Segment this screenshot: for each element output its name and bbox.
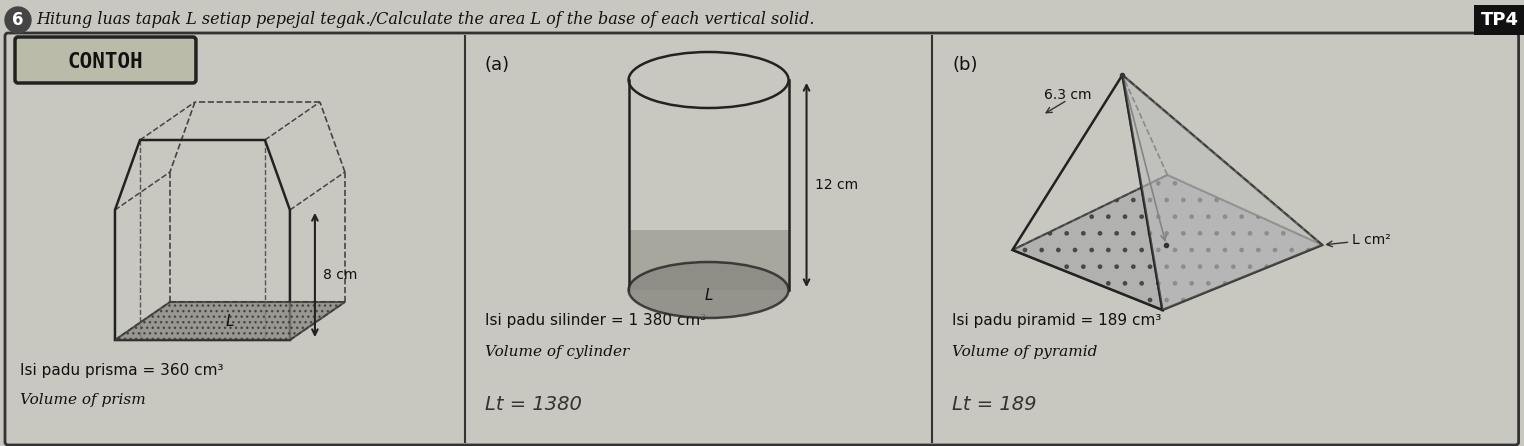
Text: TP4: TP4 [1481,11,1518,29]
Text: Lt = 189: Lt = 189 [952,396,1036,414]
Text: Isi padu piramid = 189 cm³: Isi padu piramid = 189 cm³ [952,313,1161,327]
Text: Volume of pyramid: Volume of pyramid [952,345,1097,359]
Text: Lt = 1380: Lt = 1380 [485,396,582,414]
Text: (a): (a) [485,56,511,74]
Polygon shape [114,302,344,340]
Text: 8 cm: 8 cm [323,268,357,282]
Text: CONTOH: CONTOH [67,52,143,72]
Ellipse shape [628,262,788,318]
Text: 12 cm: 12 cm [814,178,858,192]
Text: Isi padu silinder = 1 380 cm³: Isi padu silinder = 1 380 cm³ [485,313,706,327]
Text: Volume of prism: Volume of prism [20,393,146,407]
FancyBboxPatch shape [5,33,1518,445]
Text: Hitung luas tapak L setiap pepejal tegak./Calculate the area L of the base of ea: Hitung luas tapak L setiap pepejal tegak… [37,12,814,29]
Text: L: L [226,314,235,329]
FancyBboxPatch shape [628,230,788,290]
Text: 6: 6 [12,11,24,29]
Circle shape [5,7,30,33]
Text: L cm²: L cm² [1352,233,1391,247]
Polygon shape [1122,75,1323,310]
Text: 6.3 cm: 6.3 cm [1044,88,1091,102]
Polygon shape [1012,175,1323,310]
Text: Isi padu prisma = 360 cm³: Isi padu prisma = 360 cm³ [20,363,224,377]
Text: L: L [704,288,713,302]
FancyBboxPatch shape [15,37,197,83]
Text: Volume of cylinder: Volume of cylinder [485,345,629,359]
Text: (b): (b) [952,56,978,74]
